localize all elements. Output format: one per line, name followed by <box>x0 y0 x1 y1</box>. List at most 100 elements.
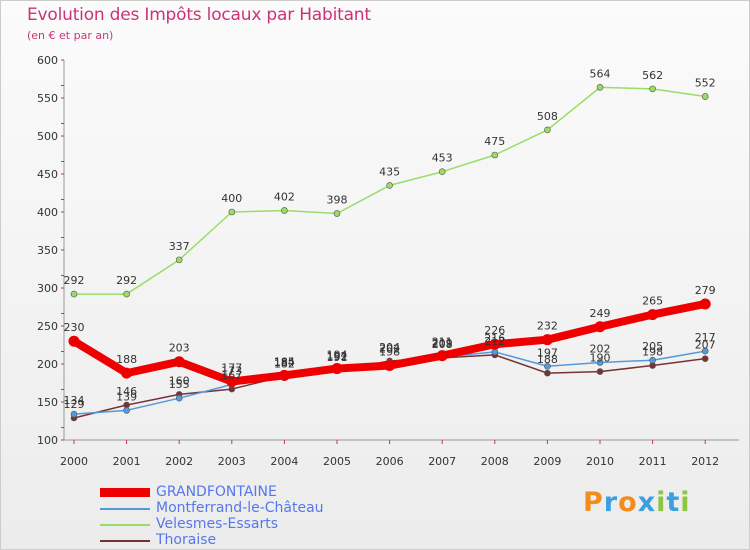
data-label: 188 <box>537 353 558 366</box>
data-point <box>384 360 396 372</box>
data-label: 203 <box>169 342 190 355</box>
logo-letter: i <box>656 487 667 518</box>
data-point <box>228 208 236 216</box>
data-label: 207 <box>695 339 716 352</box>
data-point <box>281 207 288 214</box>
x-tick-label: 2007 <box>428 455 456 468</box>
data-label: 208 <box>432 338 453 351</box>
data-label: 160 <box>169 374 190 387</box>
y-tick-label: 600 <box>37 54 58 67</box>
data-label: 134 <box>64 394 85 407</box>
data-label: 508 <box>537 110 558 123</box>
data-point <box>175 394 183 402</box>
data-label: 232 <box>537 320 558 333</box>
x-tick-label: 2006 <box>376 455 404 468</box>
data-point <box>596 359 604 366</box>
logo-letter: r <box>603 487 619 518</box>
x-tick-label: 2011 <box>639 455 667 468</box>
data-label: 191 <box>327 351 348 364</box>
logo-letter: i <box>680 487 691 518</box>
data-label: 129 <box>64 398 85 411</box>
x-tick-label: 2008 <box>481 455 509 468</box>
x-tick-label: 2005 <box>323 455 351 468</box>
y-tick-label: 350 <box>37 244 58 257</box>
y-tick-label: 550 <box>37 92 58 105</box>
data-point <box>649 356 656 364</box>
x-tick-label: 2000 <box>60 455 88 468</box>
data-label: 212 <box>484 335 505 348</box>
data-point <box>701 355 709 362</box>
y-tick-label: 500 <box>37 130 58 143</box>
legend-swatch <box>100 488 150 497</box>
y-tick-label: 150 <box>37 396 58 409</box>
data-point <box>489 338 501 350</box>
y-tick-label: 450 <box>37 168 58 181</box>
data-label: 173 <box>221 365 242 378</box>
data-label: 435 <box>379 165 400 178</box>
data-point <box>438 168 446 176</box>
legend-swatch <box>100 540 150 542</box>
data-label: 188 <box>116 353 137 366</box>
data-label: 564 <box>590 67 611 80</box>
data-label: 182 <box>274 358 295 371</box>
data-label: 552 <box>695 76 716 89</box>
data-label: 453 <box>432 152 453 165</box>
legend-label: Montferrand-le-Château <box>156 500 324 516</box>
data-label: 198 <box>642 346 663 359</box>
chart-subtitle: (en € et par an) <box>27 29 114 42</box>
proxiti-logo: Proxiti <box>583 487 691 518</box>
logo-letter: x <box>637 487 657 518</box>
data-point <box>175 256 183 264</box>
data-point <box>544 362 551 370</box>
data-label: 562 <box>642 69 663 82</box>
data-point <box>436 350 448 362</box>
legend-label: Velesmes-Essarts <box>156 516 279 532</box>
data-label: 400 <box>221 192 242 205</box>
legend-swatch <box>100 508 150 510</box>
data-point <box>701 93 709 100</box>
data-label: 402 <box>274 190 295 203</box>
data-label: 194 <box>327 349 348 362</box>
data-point <box>491 151 499 159</box>
data-label: 139 <box>116 390 137 403</box>
data-label: 205 <box>642 340 663 353</box>
data-label: 475 <box>484 135 505 148</box>
data-label: 337 <box>169 240 190 253</box>
data-label: 216 <box>484 332 505 345</box>
data-point <box>123 407 130 414</box>
data-label: 167 <box>221 369 242 382</box>
data-label: 185 <box>274 355 295 368</box>
y-tick-label: 300 <box>37 282 58 295</box>
data-point <box>278 369 290 381</box>
legend-label: GRANDFONTAINE <box>156 484 277 500</box>
x-tick-label: 2002 <box>165 455 193 468</box>
x-tick-label: 2003 <box>218 455 246 468</box>
data-label: 230 <box>64 321 85 334</box>
data-label: 198 <box>379 346 400 359</box>
data-point <box>386 182 393 189</box>
data-label: 398 <box>327 194 348 207</box>
series-line-velesmes-essarts <box>73 86 706 295</box>
data-label: 155 <box>169 378 190 391</box>
data-label: 192 <box>327 350 348 363</box>
x-tick-label: 2010 <box>586 455 614 468</box>
data-point <box>70 290 78 298</box>
data-point <box>544 126 551 134</box>
logo-letter: o <box>618 487 638 518</box>
data-point <box>70 410 78 418</box>
data-label: 249 <box>590 307 611 320</box>
data-label: 146 <box>116 385 137 398</box>
y-tick-label: 250 <box>37 320 58 333</box>
data-point <box>647 309 659 321</box>
data-point <box>121 367 133 379</box>
data-label: 202 <box>590 342 611 355</box>
data-point <box>333 210 341 217</box>
data-label: 211 <box>432 336 453 349</box>
data-label: 202 <box>379 342 400 355</box>
data-point <box>594 321 606 333</box>
data-label: 197 <box>537 346 558 359</box>
y-tick-label: 200 <box>37 358 58 371</box>
data-label: 265 <box>642 295 663 308</box>
x-tick-label: 2012 <box>691 455 719 468</box>
